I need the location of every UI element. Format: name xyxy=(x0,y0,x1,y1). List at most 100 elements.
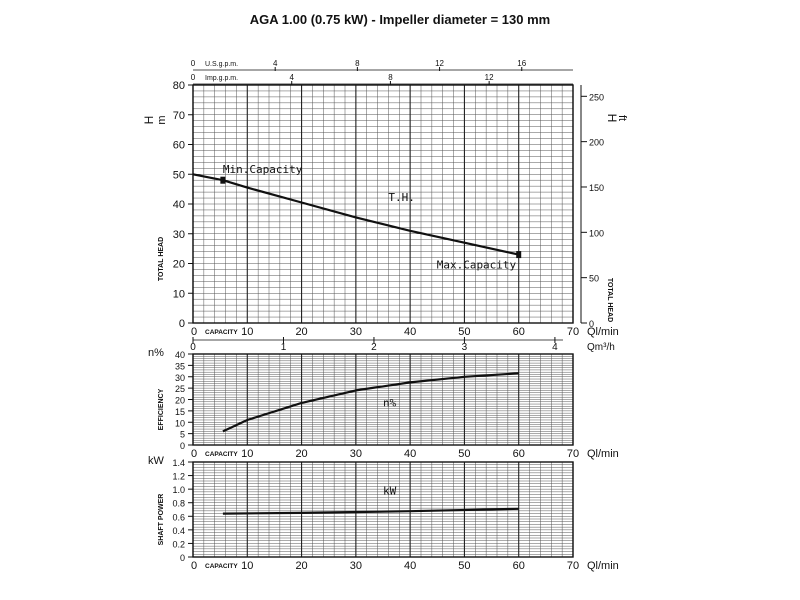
y-unit: n% xyxy=(148,347,164,359)
right-axis-label: TOTAL HEAD xyxy=(606,278,613,322)
series-line-1 xyxy=(222,372,519,433)
y-tick-label: 15 xyxy=(175,407,185,417)
x-tick-label: 10 xyxy=(241,560,253,572)
y-tick-label: 1.0 xyxy=(172,485,185,495)
right-tick-label: 250 xyxy=(589,92,604,102)
x-tick-label: 40 xyxy=(404,448,416,460)
secondary-axis-tick-label: 1 xyxy=(281,342,287,353)
y-tick-label: 35 xyxy=(175,361,185,371)
x-tick-label: 10 xyxy=(241,448,253,460)
right-tick-label: 100 xyxy=(589,228,604,238)
x-tick-label: 20 xyxy=(295,448,307,460)
x-tick-label: 30 xyxy=(350,448,362,460)
y-tick-label: 60 xyxy=(173,140,185,152)
capacity-marker xyxy=(220,176,226,184)
y-tick-label: 0.4 xyxy=(172,526,185,536)
capacity-marker xyxy=(516,251,522,259)
series-line-2 xyxy=(222,507,519,515)
x-tick-label: 70 xyxy=(567,560,579,572)
x-tick-label: 0 xyxy=(191,326,197,338)
y-tick-label: 25 xyxy=(175,384,185,394)
y-unit-symbol: H xyxy=(142,116,156,125)
x-tick-label: 20 xyxy=(295,326,307,338)
top-axis-tick-label: 12 xyxy=(485,73,494,82)
x-tick-label: 30 xyxy=(350,560,362,572)
chart-title: AGA 1.00 (0.75 kW) - Impeller diameter =… xyxy=(249,12,551,27)
y-axis-label: SHAFT POWER xyxy=(158,494,165,546)
y-tick-label: 40 xyxy=(175,350,185,360)
top-axis-tick-label: 12 xyxy=(435,59,444,68)
x-tick-label: 20 xyxy=(295,560,307,572)
secondary-axis-tick-label: 4 xyxy=(552,342,558,353)
top-axis-label: Imp.g.p.m. xyxy=(205,75,238,82)
x-tick-label: 60 xyxy=(513,326,525,338)
y-tick-label: 30 xyxy=(173,229,185,241)
top-axis-tick-label: 8 xyxy=(388,73,393,82)
right-tick-label: 200 xyxy=(589,138,604,148)
x-tick-label: 40 xyxy=(404,560,416,572)
y-tick-label: 1.4 xyxy=(172,458,185,468)
y-tick-label: 80 xyxy=(173,80,185,92)
top-axis-tick-label: 8 xyxy=(355,59,360,68)
top-axis-zero: 0 xyxy=(191,59,196,68)
x-tick-label: 0 xyxy=(191,560,197,572)
y-axis-label: TOTAL HEAD xyxy=(158,237,165,281)
top-axis-tick-label: 4 xyxy=(273,59,278,68)
y-axis-label: EFFICIENCY xyxy=(158,388,165,430)
top-axis-tick-label: 16 xyxy=(517,59,526,68)
y-tick-label: 0 xyxy=(180,553,185,563)
x-unit-label: Ql/min xyxy=(587,560,619,572)
y-tick-label: 50 xyxy=(173,169,185,181)
series-line-0 xyxy=(192,173,519,256)
plot-frame xyxy=(192,461,574,558)
annotation-label: kW xyxy=(383,485,397,498)
top-axis-tick-label: 4 xyxy=(289,73,294,82)
right-tick-label: 0 xyxy=(589,319,594,329)
x-tick-label: 60 xyxy=(513,560,525,572)
y-tick-label: 30 xyxy=(175,373,185,383)
x-tick-label: 60 xyxy=(513,448,525,460)
y-tick-label: 0.6 xyxy=(172,512,185,522)
x-tick-label: 40 xyxy=(404,326,416,338)
y-tick-label: 70 xyxy=(173,110,185,122)
right-unit-symbol: H xyxy=(605,114,619,123)
x-tick-label: 70 xyxy=(567,448,579,460)
x-axis-inline-label: CAPACITY xyxy=(205,329,238,336)
top-axis-zero: 0 xyxy=(191,73,196,82)
x-tick-label: 50 xyxy=(458,448,470,460)
y-tick-label: 0 xyxy=(180,441,185,451)
secondary-axis-tick-label: 2 xyxy=(371,342,377,353)
right-tick-label: 50 xyxy=(589,274,599,284)
x-tick-label: 30 xyxy=(350,326,362,338)
y-tick-label: 0.8 xyxy=(172,499,185,509)
x-tick-label: 50 xyxy=(458,326,470,338)
annotation-label: Max.Capacity xyxy=(437,259,517,272)
x-axis-inline-label: CAPACITY xyxy=(205,563,238,570)
y-tick-label: 40 xyxy=(173,199,185,211)
annotation-label: T.H. xyxy=(388,191,415,204)
y-tick-label: 20 xyxy=(173,259,185,271)
annotation-label: n% xyxy=(383,396,397,409)
secondary-axis-tick-label: 3 xyxy=(462,342,468,353)
top-axis-label: U.S.g.p.m. xyxy=(205,61,238,68)
secondary-axis-unit: Qm³/h xyxy=(587,342,615,353)
y-tick-label: 0.2 xyxy=(172,539,185,549)
annotation-label: Min.Capacity xyxy=(223,163,303,176)
right-tick-label: 150 xyxy=(589,183,604,193)
x-tick-label: 50 xyxy=(458,560,470,572)
secondary-axis-tick-label: 0 xyxy=(190,342,196,353)
y-tick-label: 1.2 xyxy=(172,472,185,482)
y-tick-label: 5 xyxy=(180,430,185,440)
x-unit-label: Ql/min xyxy=(587,448,619,460)
y-tick-label: 10 xyxy=(173,288,185,300)
y-unit: kW xyxy=(148,455,165,467)
x-unit-label: Ql/min xyxy=(587,326,619,338)
x-axis-inline-label: CAPACITY xyxy=(205,451,238,458)
x-tick-label: 10 xyxy=(241,326,253,338)
right-unit: ft xyxy=(616,115,628,121)
y-tick-label: 10 xyxy=(175,418,185,428)
y-tick-label: 0 xyxy=(179,318,185,330)
y-unit: m xyxy=(156,115,168,124)
x-tick-label: 0 xyxy=(191,448,197,460)
